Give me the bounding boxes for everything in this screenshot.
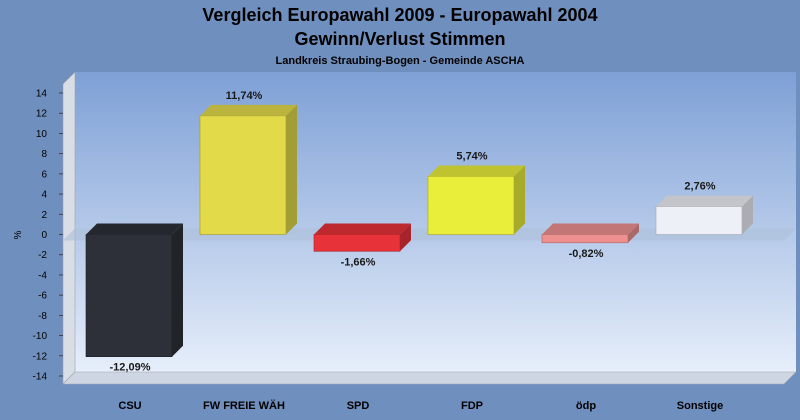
bar bbox=[199, 115, 287, 235]
bar-side bbox=[172, 223, 183, 357]
y-axis-label: % bbox=[13, 230, 24, 239]
bar-top bbox=[314, 223, 411, 235]
bar-value-label: 2,76% bbox=[684, 181, 715, 193]
y-tick-label: 14 bbox=[36, 89, 48, 100]
bar bbox=[427, 176, 515, 235]
bar bbox=[313, 234, 401, 252]
x-category-label: Sonstige bbox=[677, 400, 723, 412]
bar bbox=[541, 234, 629, 244]
bar-side bbox=[742, 195, 753, 235]
y-tick-label: 2 bbox=[41, 210, 47, 221]
bar-side bbox=[286, 104, 297, 235]
bar bbox=[85, 234, 173, 357]
x-category-label: FW FREIE WÄH bbox=[203, 399, 285, 412]
y-tick-label: -8 bbox=[38, 311, 47, 322]
bar-top bbox=[656, 195, 753, 207]
bar-top bbox=[200, 104, 297, 116]
plot-left-wall bbox=[62, 71, 76, 385]
y-tick-label: 0 bbox=[41, 230, 47, 241]
bar-side bbox=[514, 165, 525, 235]
chart-caption: Landkreis Straubing-Bogen - Gemeinde ASC… bbox=[276, 55, 525, 67]
x-category-label: ödp bbox=[576, 400, 596, 412]
bar-side bbox=[628, 223, 639, 243]
y-tick-label: 4 bbox=[41, 190, 47, 201]
y-tick-label: -2 bbox=[38, 250, 47, 261]
bar-top bbox=[86, 223, 183, 235]
x-category-label: CSU bbox=[118, 400, 141, 412]
y-tick-label: -10 bbox=[33, 331, 48, 342]
plot-floor bbox=[62, 371, 797, 385]
y-tick-label: -12 bbox=[33, 351, 48, 362]
y-tick-label: -4 bbox=[38, 270, 47, 281]
bar-side bbox=[400, 223, 411, 252]
bar-value-label: -0,82% bbox=[569, 248, 604, 260]
chart-subtitle: Gewinn/Verlust Stimmen bbox=[294, 29, 505, 49]
bar bbox=[655, 206, 743, 235]
y-tick-label: -6 bbox=[38, 291, 47, 302]
y-tick-label: -14 bbox=[33, 372, 48, 383]
bar-value-label: 11,74% bbox=[226, 90, 263, 102]
y-tick-label: 6 bbox=[41, 169, 47, 180]
bar-top bbox=[542, 223, 639, 235]
x-category-label: FDP bbox=[461, 400, 483, 412]
y-tick-label: 10 bbox=[36, 129, 48, 140]
x-category-label: SPD bbox=[347, 400, 370, 412]
y-tick-label: 8 bbox=[41, 149, 47, 160]
chart-title: Vergleich Europawahl 2009 - Europawahl 2… bbox=[202, 5, 597, 25]
bar-value-label: -1,66% bbox=[341, 256, 376, 268]
bar-value-label: -12,09% bbox=[110, 362, 151, 374]
y-tick-label: 12 bbox=[36, 109, 48, 120]
bar-value-label: 5,74% bbox=[456, 150, 487, 162]
bar-top bbox=[428, 165, 525, 177]
